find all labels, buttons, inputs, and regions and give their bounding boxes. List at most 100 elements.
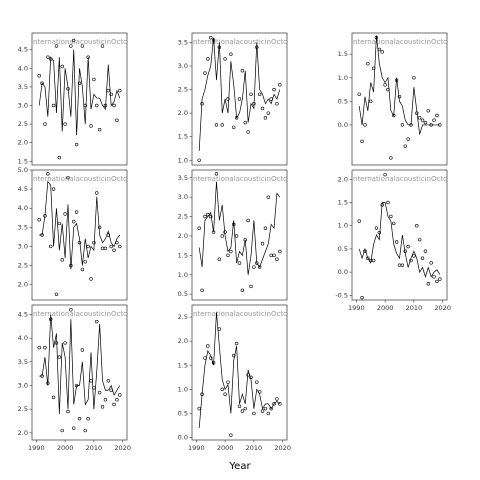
y-tick-label: 1.5: [178, 133, 188, 141]
data-point: [432, 275, 436, 279]
y-tick-label: 1.0: [178, 271, 188, 279]
data-point: [278, 249, 282, 254]
data-point: [115, 398, 119, 402]
data-point: [97, 127, 102, 132]
data-point: [249, 92, 253, 96]
data-point: [383, 83, 387, 87]
x-tick-label: 2010: [246, 444, 263, 452]
data-point: [237, 261, 242, 265]
data-point: [51, 103, 56, 108]
plot-area: [357, 172, 442, 300]
data-point: [206, 57, 210, 61]
data-point: [406, 137, 410, 141]
y-tick-label: 1.0: [178, 156, 188, 164]
data-point: [243, 406, 247, 411]
data-point: [83, 428, 87, 433]
y-tick-label: 0.5: [178, 409, 188, 417]
y-tick-label: 4.0: [18, 204, 28, 212]
data-point: [214, 123, 219, 127]
y-tick-label: 4.5: [18, 310, 28, 318]
x-tick-label: 2000: [57, 444, 74, 452]
data-point: [278, 83, 282, 87]
fit-line: [198, 181, 281, 275]
data-point: [366, 61, 370, 66]
data-point: [438, 277, 442, 281]
y-tick-label: 2.0: [18, 429, 28, 437]
y-tick-label: 3.5: [178, 38, 188, 46]
y-tick-label: 2.5: [178, 313, 188, 321]
data-point: [257, 265, 262, 269]
data-point: [412, 76, 416, 80]
y-tick-label: 2.5: [18, 120, 28, 128]
data-point: [89, 277, 93, 281]
data-point: [220, 234, 224, 238]
data-point: [112, 402, 116, 407]
data-point: [403, 144, 407, 148]
data-point: [97, 225, 102, 230]
data-point: [80, 267, 85, 272]
data-point: [60, 258, 64, 262]
panel-title: nternationalacousticinOcto: [353, 38, 447, 46]
data-point: [240, 288, 245, 292]
data-point: [89, 124, 93, 128]
data-point: [363, 123, 367, 127]
data-point: [66, 175, 70, 180]
data-point: [257, 92, 262, 96]
data-point: [249, 284, 253, 289]
data-point: [275, 397, 279, 401]
panel-title: nternationalacousticinOcto: [193, 175, 287, 183]
plot-area: [37, 172, 122, 296]
data-point: [415, 224, 419, 228]
data-point: [252, 411, 256, 416]
x-tick-label: 1990: [188, 444, 205, 452]
data-point: [357, 92, 361, 96]
data-point: [232, 125, 236, 129]
y-tick-label: 2.0: [178, 337, 188, 345]
data-point: [243, 120, 247, 125]
panel-title: nternationalacousticinOcto: [33, 38, 127, 46]
data-point: [417, 237, 422, 242]
y-tick-label: 0.5: [178, 290, 188, 298]
data-point: [72, 219, 76, 224]
y-tick-label: 1.0: [338, 222, 348, 230]
data-point: [272, 87, 276, 92]
data-point: [46, 172, 50, 176]
data-point: [214, 172, 219, 176]
data-point: [246, 218, 250, 223]
panel: nternationalacousticinOcto -0.5 0.0 0.5 1.0 1…: [335, 169, 451, 312]
data-point: [66, 409, 70, 414]
data-point: [109, 92, 113, 97]
y-tick-label: 2.0: [18, 139, 28, 147]
data-point: [215, 301, 218, 304]
plot-area: [197, 36, 282, 162]
data-point: [389, 214, 393, 219]
data-point: [118, 393, 122, 397]
data-point: [209, 36, 213, 40]
y-tick-label: 1.0: [178, 385, 188, 393]
data-point: [226, 97, 230, 101]
data-point: [432, 118, 436, 122]
y-tick-label: 0.0: [178, 434, 188, 442]
data-point: [63, 212, 67, 216]
y-tick-label: 3.0: [178, 193, 188, 201]
plot-area: [357, 35, 442, 160]
data-point: [420, 118, 425, 122]
data-point: [57, 355, 62, 359]
panel: nternationalacousticinOcto 2.0 2.5 3.0 3.5 4.…: [18, 304, 131, 452]
data-point: [234, 341, 239, 346]
panel: nternationalacousticinOcto 0.0 0.5 1.0 1.5 2.…: [178, 301, 291, 452]
data-point: [229, 52, 233, 56]
y-tick-label: 5.0: [18, 166, 28, 174]
data-point: [74, 210, 79, 214]
y-tick-label: 4.5: [18, 185, 28, 193]
y-tick-label: 2.5: [18, 262, 28, 270]
data-point: [112, 248, 116, 252]
data-point: [272, 253, 276, 258]
data-point: [95, 319, 99, 324]
data-point: [266, 195, 270, 199]
y-tick-label: 3.0: [18, 382, 28, 390]
y-tick-label: 3.0: [18, 242, 28, 250]
data-point: [112, 103, 116, 108]
panel-frame: [31, 304, 128, 441]
